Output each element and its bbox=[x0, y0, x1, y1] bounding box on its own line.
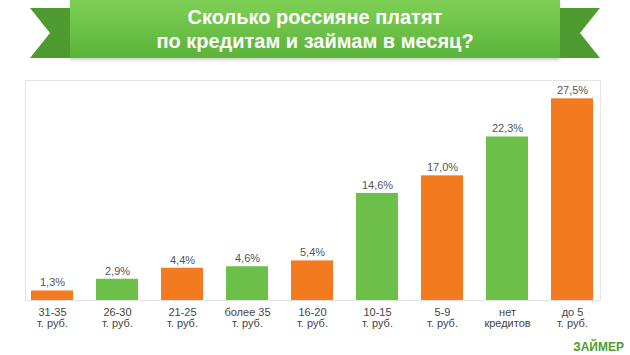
svg-text:21-25т. руб.: 21-25т. руб. bbox=[167, 306, 198, 329]
svg-text:27,5%: 27,5% bbox=[557, 84, 588, 96]
svg-text:более 35т. руб.: более 35т. руб. bbox=[224, 306, 270, 329]
svg-text:4,4%: 4,4% bbox=[170, 254, 195, 266]
svg-text:26-30т. руб.: 26-30т. руб. bbox=[102, 306, 133, 329]
svg-text:5,4%: 5,4% bbox=[300, 246, 325, 258]
svg-text:31-35т. руб.: 31-35т. руб. bbox=[37, 306, 68, 329]
svg-text:до 5т. руб.: до 5т. руб. bbox=[557, 306, 588, 329]
html-text:ЗАЙМЕР: ЗАЙМЕР bbox=[573, 340, 624, 354]
svg-text:4,6%: 4,6% bbox=[235, 252, 260, 264]
html-text:Сколько россияне платят по кре: Сколько россияне платят по кредитам и за… bbox=[156, 6, 474, 52]
svg-text:5-9т. руб.: 5-9т. руб. bbox=[427, 306, 458, 329]
svg-text:16-20т. руб.: 16-20т. руб. bbox=[297, 306, 328, 329]
svg-text:2,9%: 2,9% bbox=[105, 265, 130, 277]
svg-text:неткредитов: неткредитов bbox=[484, 306, 530, 329]
svg-text:1,3%: 1,3% bbox=[40, 276, 65, 288]
svg-text:22,3%: 22,3% bbox=[492, 122, 523, 134]
svg-text:10-15т. руб.: 10-15т. руб. bbox=[362, 306, 393, 329]
svg-text:14,6%: 14,6% bbox=[362, 179, 393, 191]
svg-text:17,0%: 17,0% bbox=[427, 161, 458, 173]
